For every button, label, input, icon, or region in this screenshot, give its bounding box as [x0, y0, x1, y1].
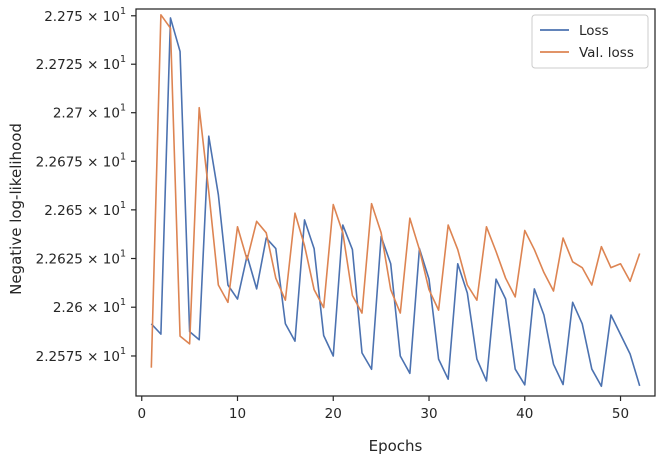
x-axis-label: Epochs	[369, 437, 423, 455]
y-axis-label: Negative log-likelihood	[7, 123, 25, 295]
y-tick-label: 2.2625 × 101	[36, 249, 126, 268]
series-lines	[150, 14, 641, 388]
x-tick-label: 10	[229, 406, 246, 422]
y-tick-label: 2.26 × 101	[53, 297, 126, 316]
plot-frame	[135, 8, 656, 397]
y-axis: 2.2575 × 101 2.26 × 101 2.2625 × 101 2.265 …	[36, 6, 136, 365]
legend: Loss Val. loss	[531, 14, 649, 69]
x-tick-label: 50	[612, 406, 629, 422]
y-tick-label: 2.2725 × 101	[36, 54, 126, 73]
y-tick-label: 2.265 × 101	[44, 200, 126, 219]
x-tick-label: 40	[516, 406, 533, 422]
y-tick-label: 2.27 × 101	[53, 103, 126, 122]
x-axis: 0 10 20 30 40 50	[137, 396, 629, 422]
x-tick-label: 30	[420, 406, 437, 422]
y-tick-label: 2.2575 × 101	[36, 346, 126, 365]
legend-label-2: Val. loss	[579, 45, 634, 61]
y-tick-label: 2.275 × 101	[44, 6, 126, 25]
series-line-2	[150, 14, 641, 368]
x-tick-label: 0	[137, 406, 146, 422]
y-tick-label: 2.2675 × 101	[36, 151, 126, 170]
legend-box	[531, 14, 649, 69]
x-tick-label: 20	[325, 406, 342, 422]
legend-label-1: Loss	[579, 23, 609, 39]
series-line-1	[150, 17, 641, 388]
